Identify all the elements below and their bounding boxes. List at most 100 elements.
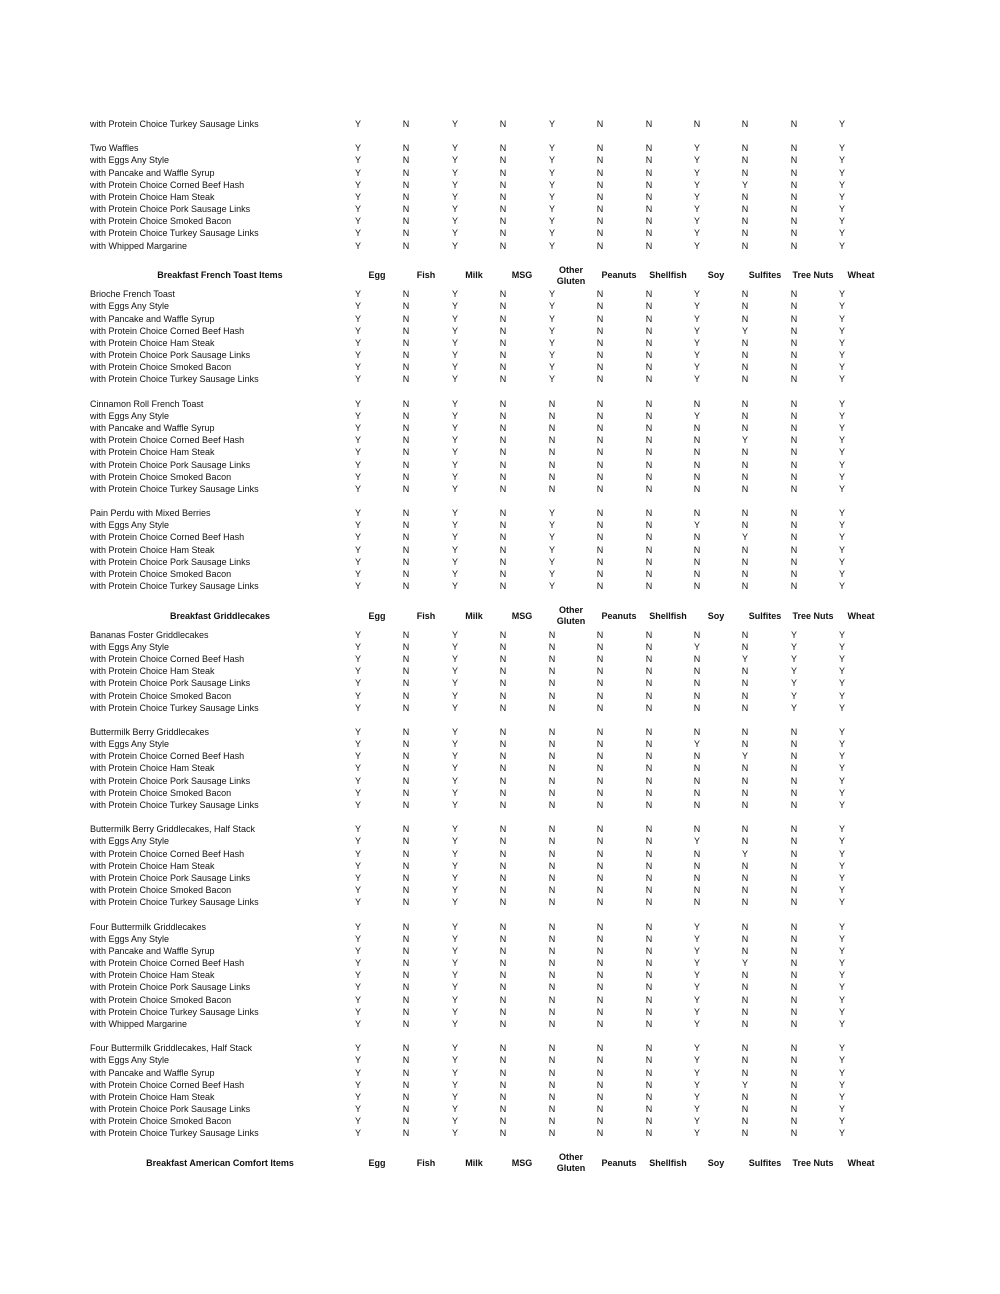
allergen-flag: N <box>596 666 604 677</box>
allergen-flag: N <box>741 520 749 531</box>
allergen-flag: Y <box>548 240 555 251</box>
allergen-flag: N <box>548 860 556 871</box>
allergen-flag: N <box>596 860 604 871</box>
allergen-flag: N <box>499 143 507 154</box>
allergen-flag: Y <box>838 556 845 567</box>
allergen-flag: Y <box>354 1055 361 1066</box>
allergen-flag: Y <box>451 167 458 178</box>
allergen-flag: N <box>645 678 653 689</box>
allergen-flag: N <box>499 1091 507 1102</box>
allergen-flag: N <box>499 362 507 373</box>
item-name: with Protein Choice Smoked Bacon <box>90 568 232 579</box>
allergen-flag: Y <box>548 568 555 579</box>
allergen-flag: N <box>499 994 507 1005</box>
allergen-flag: N <box>645 191 653 202</box>
allergen-flag: N <box>499 204 507 215</box>
column-header: Milk <box>465 610 483 621</box>
item-name: with Protein Choice Pork Sausage Links <box>90 1104 251 1115</box>
allergen-flag: Y <box>693 240 700 251</box>
allergen-flag: N <box>790 362 798 373</box>
allergen-flag: N <box>790 240 798 251</box>
item-name: with Eggs Any Style <box>90 410 170 421</box>
allergen-flag: Y <box>838 301 845 312</box>
allergen-flag: N <box>596 179 604 190</box>
allergen-flag: N <box>402 787 410 798</box>
allergen-flag: N <box>790 1018 798 1029</box>
allergen-flag: Y <box>354 204 361 215</box>
allergen-flag: N <box>596 191 604 202</box>
allergen-flag: N <box>790 410 798 421</box>
allergen-flag: N <box>499 933 507 944</box>
column-header: Shellfish <box>649 270 687 281</box>
item-name: with Protein Choice Pork Sausage Links <box>90 459 251 470</box>
allergen-flag: N <box>596 933 604 944</box>
allergen-flag: N <box>790 119 798 129</box>
allergen-flag: Y <box>838 532 845 543</box>
allergen-flag: N <box>402 1104 410 1115</box>
item-name: with Protein Choice Pork Sausage Links <box>90 556 251 567</box>
allergen-flag: Y <box>548 532 555 543</box>
item-name: with Protein Choice Ham Steak <box>90 544 215 555</box>
allergen-flag: N <box>741 191 749 202</box>
allergen-flag: N <box>790 532 798 543</box>
allergen-flag: N <box>596 556 604 567</box>
allergen-flag: N <box>741 301 749 312</box>
allergen-flag: Y <box>451 1006 458 1017</box>
allergen-flag: Y <box>741 848 748 859</box>
allergen-flag: Y <box>354 872 361 883</box>
allergen-flag: Y <box>838 155 845 166</box>
allergen-flag: N <box>741 313 749 324</box>
allergen-flag: Y <box>548 228 555 239</box>
allergen-flag: N <box>741 885 749 896</box>
allergen-flag: Y <box>838 897 845 908</box>
allergen-flag: Y <box>451 483 458 494</box>
allergen-flag: N <box>596 325 604 336</box>
item-name: with Protein Choice Smoked Bacon <box>90 1116 232 1127</box>
allergen-flag: Y <box>451 568 458 579</box>
allergen-flag: N <box>548 1018 556 1029</box>
item-name: with Protein Choice Corned Beef Hash <box>90 1079 245 1090</box>
allergen-flag: N <box>499 1006 507 1017</box>
allergen-flag: N <box>499 289 507 300</box>
allergen-flag: Y <box>838 581 845 592</box>
allergen-flag: N <box>548 1104 556 1115</box>
column-header: Other Gluten <box>556 605 586 627</box>
allergen-flag: Y <box>354 228 361 239</box>
allergen-flag: N <box>645 216 653 227</box>
item-name: with Protein Choice Turkey Sausage Links <box>90 374 259 385</box>
allergen-flag: N <box>499 119 507 129</box>
allergen-flag: N <box>596 532 604 543</box>
allergen-flag: Y <box>838 435 845 446</box>
allergen-flag: N <box>645 897 653 908</box>
allergen-flag: N <box>402 325 410 336</box>
allergen-flag: N <box>790 459 798 470</box>
allergen-flag: Y <box>838 362 845 373</box>
allergen-flag: N <box>741 800 749 810</box>
allergen-flag: Y <box>548 167 555 178</box>
allergen-flag: N <box>499 410 507 421</box>
allergen-flag: Y <box>451 702 458 713</box>
allergen-flag: Y <box>838 167 845 178</box>
allergen-flag: Y <box>548 289 555 300</box>
allergen-flag: Y <box>451 410 458 421</box>
allergen-flag: N <box>645 471 653 482</box>
allergen-flag: Y <box>693 313 700 324</box>
allergen-flag: N <box>499 751 507 762</box>
item-name: with Protein Choice Corned Beef Hash <box>90 848 245 859</box>
allergen-flag: Y <box>790 702 797 713</box>
allergen-flag: Y <box>354 422 361 433</box>
allergen-flag: N <box>402 119 410 129</box>
allergen-flag: Y <box>451 970 458 981</box>
column-header: MSG <box>511 1157 533 1168</box>
allergen-flag: Y <box>838 654 845 664</box>
item-name: with Protein Choice Corned Beef Hash <box>90 654 245 664</box>
allergen-flag: N <box>402 641 410 652</box>
allergen-flag: Y <box>693 1091 700 1102</box>
allergen-flag: N <box>645 702 653 713</box>
allergen-flag: N <box>693 654 701 664</box>
allergen-flag: Y <box>354 994 361 1005</box>
allergen-flag: N <box>548 872 556 883</box>
allergen-flag: N <box>499 836 507 847</box>
allergen-flag: N <box>402 945 410 956</box>
allergen-flag: Y <box>354 654 361 664</box>
